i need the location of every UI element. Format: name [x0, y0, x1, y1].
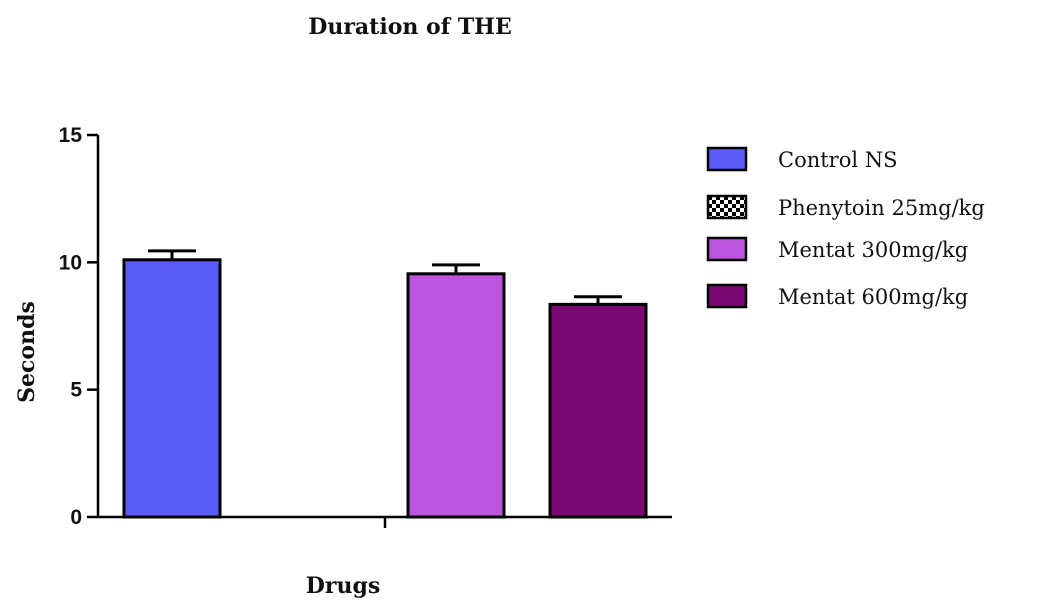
y-axis-label: Seconds: [14, 301, 40, 403]
legend-label: Mentat 600mg/kg: [778, 285, 968, 309]
bar: [122, 258, 222, 519]
bar: [406, 272, 506, 519]
x-axis-label: Drugs: [306, 573, 380, 599]
legend-swatch: [706, 236, 748, 262]
legend-swatch: [706, 194, 748, 220]
plot-area: 0 5 10 15: [59, 124, 672, 529]
y-tick-label: 5: [70, 379, 82, 402]
legend: Control NS Phenytoin 25mg/kg Mentat 300mg/…: [706, 146, 985, 309]
legend-swatch: [706, 283, 748, 309]
legend-label: Mentat 300mg/kg: [778, 238, 968, 262]
y-tick-label: 15: [59, 124, 83, 147]
y-tick-label: 10: [59, 251, 82, 274]
legend-label: Phenytoin 25mg/kg: [778, 196, 985, 220]
y-tick-label: 0: [70, 506, 82, 529]
legend-swatch: [706, 146, 748, 172]
legend-label: Control NS: [778, 148, 898, 172]
chart-title: Duration of THE: [308, 14, 512, 40]
bar: [548, 302, 648, 519]
